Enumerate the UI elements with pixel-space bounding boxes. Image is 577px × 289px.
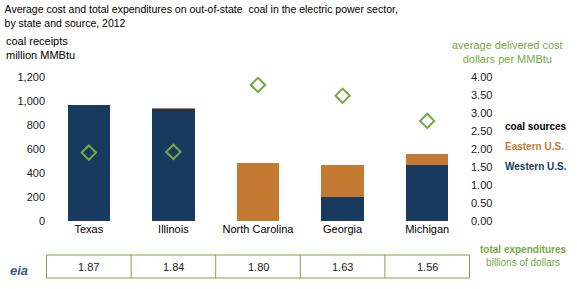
- svg-text:coal sources: coal sources: [505, 121, 567, 132]
- svg-text:eia: eia: [10, 263, 28, 278]
- svg-text:4.00: 4.00: [471, 71, 492, 83]
- svg-text:Average cost and total expendi: Average cost and total expenditures on o…: [5, 3, 398, 29]
- svg-text:1.00: 1.00: [471, 179, 492, 191]
- svg-text:North Carolina: North Carolina: [223, 223, 295, 235]
- svg-text:1.56: 1.56: [417, 261, 438, 273]
- svg-text:1,000: 1,000: [17, 95, 45, 107]
- svg-text:3.50: 3.50: [471, 89, 492, 101]
- svg-text:800: 800: [27, 119, 45, 131]
- svg-text:0.50: 0.50: [471, 197, 492, 209]
- svg-text:1.63: 1.63: [332, 261, 353, 273]
- svg-text:400: 400: [27, 167, 45, 179]
- svg-text:Western U.S.: Western U.S.: [505, 161, 567, 172]
- svg-text:total expendituresbillions of: total expendituresbillions of dollars: [480, 244, 567, 268]
- svg-text:2.00: 2.00: [471, 143, 492, 155]
- svg-text:coal receiptsmillion MMBtu: coal receiptsmillion MMBtu: [6, 35, 75, 61]
- svg-text:Eastern U.S.: Eastern U.S.: [505, 141, 564, 152]
- svg-text:1.50: 1.50: [471, 161, 492, 173]
- svg-text:1,200: 1,200: [17, 71, 45, 83]
- svg-text:1.84: 1.84: [163, 261, 184, 273]
- svg-text:Michigan: Michigan: [405, 223, 449, 235]
- svg-text:3.00: 3.00: [471, 107, 492, 119]
- svg-text:Georgia: Georgia: [323, 223, 363, 235]
- svg-text:1.87: 1.87: [78, 261, 99, 273]
- svg-text:1.80: 1.80: [248, 261, 269, 273]
- svg-text:2.50: 2.50: [471, 125, 492, 137]
- svg-text:0.00: 0.00: [471, 215, 492, 227]
- svg-text:Illinois: Illinois: [158, 223, 189, 235]
- svg-text:average delivered costdollars: average delivered costdollars per MMBtu: [452, 39, 563, 65]
- svg-text:Texas: Texas: [74, 223, 103, 235]
- svg-text:200: 200: [27, 191, 45, 203]
- svg-text:0: 0: [39, 215, 45, 227]
- svg-text:600: 600: [27, 143, 45, 155]
